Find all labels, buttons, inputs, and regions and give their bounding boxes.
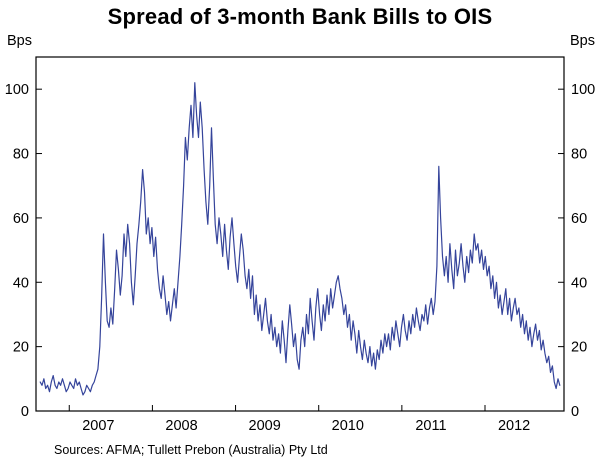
y-tick-label-left: 0 (21, 404, 29, 420)
x-tick-label: 2008 (165, 418, 197, 434)
y-tick-label-left: 100 (5, 82, 29, 98)
y-tick-label-left: 60 (13, 211, 29, 227)
x-tick-label: 2009 (249, 418, 281, 434)
y-axis-unit-right: Bps (570, 33, 595, 49)
source-note: Sources: AFMA; Tullett Prebon (Australia… (54, 443, 328, 457)
chart-title: Spread of 3-month Bank Bills to OIS (107, 4, 493, 29)
x-tick-label: 2012 (498, 418, 530, 434)
y-tick-label-left: 20 (13, 340, 29, 356)
y-tick-label-right: 40 (571, 275, 587, 291)
y-tick-label-left: 40 (13, 275, 29, 291)
y-tick-label-right: 60 (571, 211, 587, 227)
x-tick-label: 2007 (82, 418, 114, 434)
plot-frame (35, 56, 565, 412)
y-axis-unit-left: Bps (7, 33, 32, 49)
y-tick-label-right: 100 (571, 82, 595, 98)
y-tick-label-right: 80 (571, 147, 587, 163)
x-tick-label: 2010 (332, 418, 364, 434)
y-tick-label-right: 0 (571, 404, 579, 420)
y-tick-label-right: 20 (571, 340, 587, 356)
spread-series-line (39, 82, 561, 396)
y-tick-label-left: 80 (13, 147, 29, 163)
x-tick-label: 2011 (415, 418, 446, 434)
